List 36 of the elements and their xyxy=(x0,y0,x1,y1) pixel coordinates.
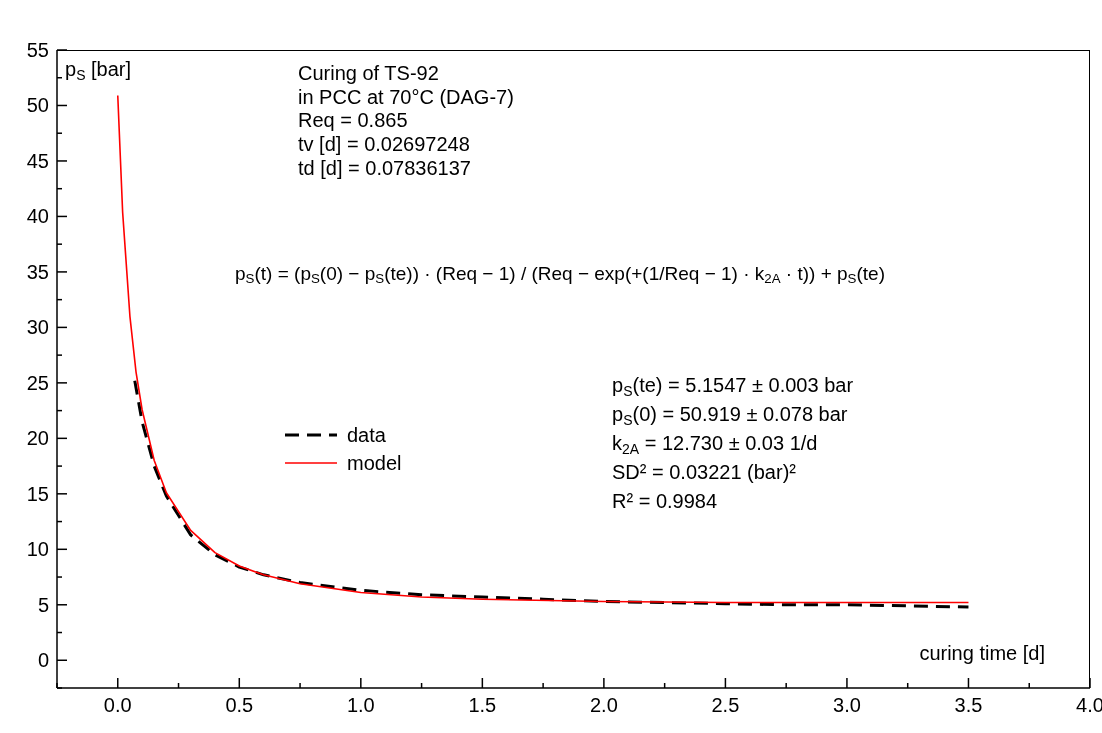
y-tick-label: 15 xyxy=(26,482,49,505)
x-tick-label: 2.0 xyxy=(589,694,618,716)
annotation: R² = 0.9984 xyxy=(612,490,718,512)
y-axis-title: p$_{S}$ [bar] xyxy=(65,58,132,83)
y-tick-label: 45 xyxy=(26,149,49,172)
annotation: Curing of TS-92 xyxy=(298,62,439,84)
x-tick-label: 0.0 xyxy=(103,694,132,716)
x-tick-label: 3.5 xyxy=(954,694,983,716)
y-tick-label: 30 xyxy=(26,316,49,339)
annotation: tv [d] = 0.02697248 xyxy=(298,133,470,156)
annotation: k$_{2A}$ = 12.730 ± 0.03 1/d xyxy=(612,432,818,457)
y-tick-label: 20 xyxy=(26,427,49,450)
text: p$_{S}$(t) = (p$_{S}$(0) − p$_{S}$(te)) · (Req − 1) / (Req − exp(+(1/Req − 1) · k$_{2A}$ · t)) + p$_{S}$(te) xyxy=(235,263,885,287)
annotation: td [d] = 0.07836137 xyxy=(298,156,471,179)
y-tick-label: 40 xyxy=(26,205,49,228)
annotation: SD² = 0.03221 (bar)² xyxy=(612,461,797,483)
annotation: p$_{S}$(te) = 5.1547 ± 0.003 bar xyxy=(612,374,854,399)
y-tick-label: 10 xyxy=(26,538,49,561)
x-tick-label: 0.5 xyxy=(225,694,254,716)
x-tick-label: 1.0 xyxy=(346,694,375,716)
legend-label: data xyxy=(347,424,387,446)
x-tick-label: 1.5 xyxy=(468,694,497,716)
y-tick-label: 5 xyxy=(37,593,49,616)
legend-label: model xyxy=(347,452,402,474)
annotation: in PCC at 70°C (DAG-7) xyxy=(298,85,514,108)
y-tick-label: 50 xyxy=(26,94,49,117)
annotation: p$_{S}$(0) = 50.919 ± 0.078 bar xyxy=(612,403,848,428)
x-tick-label: 2.5 xyxy=(711,694,740,716)
x-axis-title: curing time [d] xyxy=(919,642,1045,664)
x-tick-label: 3.0 xyxy=(833,694,861,716)
line-series xyxy=(133,379,970,609)
annotation: Req = 0.865 xyxy=(298,109,408,132)
y-tick-label: 35 xyxy=(26,260,49,283)
y-tick-label: 25 xyxy=(26,371,49,394)
y-tick-label: 0 xyxy=(37,649,49,672)
y-tick-label: 55 xyxy=(26,39,49,61)
